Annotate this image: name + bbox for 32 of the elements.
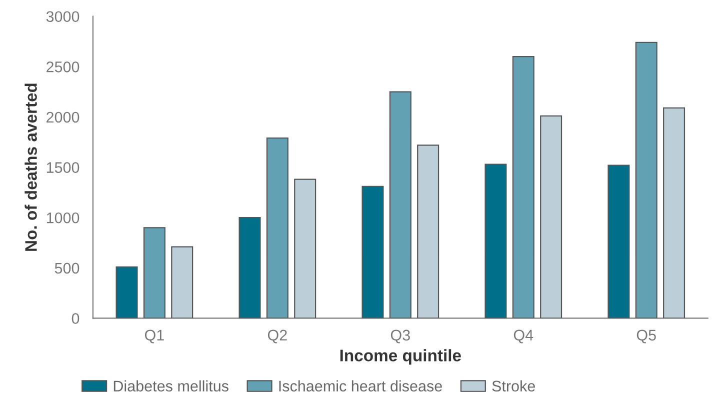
bar <box>484 164 507 318</box>
legend-label: Stroke <box>492 380 535 392</box>
x-tick-label: Q2 <box>268 330 287 344</box>
bar <box>362 186 384 318</box>
x-tick-label: Q1 <box>144 330 164 344</box>
bar <box>663 107 686 318</box>
bar <box>608 164 630 318</box>
x-axis-title: Income quintile <box>340 349 461 365</box>
bar <box>635 42 658 318</box>
y-tick-label: 3000 <box>46 11 80 22</box>
y-tick-label: 1500 <box>46 162 80 173</box>
bar <box>512 56 534 318</box>
bar <box>389 91 412 318</box>
legend-label: Diabetes mellitus <box>114 380 228 392</box>
x-tick-label: Q4 <box>514 330 534 344</box>
bar <box>266 138 288 318</box>
y-tick-label: 0 <box>72 313 80 324</box>
bar <box>238 217 261 318</box>
x-tick-label: Q3 <box>390 330 410 344</box>
bar <box>116 266 138 318</box>
bar <box>417 144 440 318</box>
legend-label: Ischaemic heart disease <box>279 380 442 392</box>
y-tick-label: 2500 <box>46 62 80 72</box>
bar <box>143 227 166 318</box>
bar <box>171 246 194 318</box>
y-tick-label: 1000 <box>46 212 80 224</box>
y-axis-title: No. of deaths averted <box>24 84 37 251</box>
bar <box>540 115 562 318</box>
y-tick-label: 2000 <box>46 112 80 123</box>
x-tick-label: Q5 <box>636 330 656 344</box>
bar <box>294 178 316 318</box>
y-tick-label: 500 <box>54 262 80 274</box>
